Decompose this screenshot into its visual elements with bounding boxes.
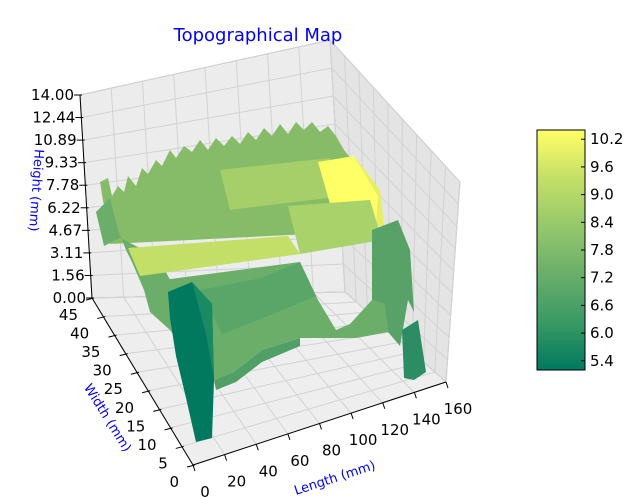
colorbar-tick-label: 7.8 (590, 241, 614, 259)
z-tick-label: 0.00 (53, 289, 86, 307)
x-tick-mark (413, 392, 417, 399)
y-axis-line (91, 297, 194, 466)
y-tick-label: 35 (81, 343, 100, 361)
z-tick-label: 6.22 (47, 199, 80, 217)
grid-line-y (181, 166, 447, 447)
surface-rear-block (220, 158, 344, 210)
y-tick-mark (141, 390, 151, 394)
colorbar-tick-label: 9.6 (590, 158, 614, 176)
colorbar-gradient (536, 129, 586, 371)
x-tick-label: 80 (322, 442, 341, 460)
y-tick-mark (130, 371, 140, 375)
surface-front-mid (200, 262, 316, 334)
z-tick-label: 3.11 (50, 244, 83, 262)
y-tick-mark (119, 353, 128, 357)
y-tick-label: 20 (115, 399, 134, 417)
y-tick-mark (108, 334, 117, 338)
surface-right-wall (372, 220, 414, 346)
x-tick-mark (192, 464, 196, 472)
z-tick-label: 9.33 (45, 154, 78, 172)
colorbar-ticks: 5.4 6.0 6.6 7.2 7.8 8.4 9.0 9.6 10.2 (581, 130, 623, 370)
surface-front-left-column (168, 282, 214, 442)
surface (96, 122, 426, 442)
surface-middle-right (288, 200, 382, 254)
y-tick-label: 0 (169, 473, 179, 491)
colorbar-tick-label: 8.4 (590, 213, 614, 231)
y-tick-label: 25 (104, 380, 123, 398)
colorbar-tick-label: 7.2 (590, 269, 614, 287)
x-tick-label: 0 (200, 483, 210, 500)
z-tick-label: 14.00 (31, 86, 74, 104)
z-axis-line (79, 94, 93, 299)
z-tick-label: 1.56 (51, 266, 84, 284)
colorbar-tick-label: 10.2 (590, 130, 623, 148)
x-tick-label: 160 (444, 400, 473, 418)
y-tick-label: 45 (59, 306, 78, 324)
surface-front-left-edge (192, 282, 214, 378)
y-tick-label: 30 (93, 362, 112, 380)
surface-right-spike (402, 320, 426, 380)
colorbar-tick-label: 6.6 (590, 296, 614, 314)
x-tick-label: 40 (259, 462, 278, 480)
colorbar-tick-label: 6.0 (590, 324, 614, 342)
y-tick-mark (85, 297, 95, 301)
surface-front-face (214, 338, 300, 390)
y-tick-label: 40 (70, 325, 89, 343)
y-tick-mark (153, 408, 162, 412)
surface-middle-plateau (128, 236, 300, 276)
x-tick-mark (255, 444, 259, 451)
y-tick-mark (175, 445, 184, 449)
x-tick-mark (287, 433, 291, 441)
z-tick-label: 4.67 (49, 221, 82, 239)
x-tick-mark (445, 381, 449, 389)
x-tick-mark (350, 412, 354, 420)
x-tick-label: 60 (290, 452, 309, 470)
tick-marks (74, 94, 449, 472)
x-tick-label: 140 (412, 410, 441, 428)
colorbar: 5.4 6.0 6.6 7.2 7.8 8.4 9.0 9.6 10.2 (536, 129, 623, 371)
x-tick-label: 120 (380, 421, 409, 439)
y-tick-label: 15 (126, 417, 145, 435)
z-tick-label: 7.78 (46, 176, 79, 194)
y-tick-mark (164, 427, 173, 431)
chart-title: Topographical Map (173, 25, 343, 46)
y-tick-label: 5 (158, 454, 168, 472)
z-axis-label: Height (mm) (25, 149, 46, 232)
x-tick-label: 20 (227, 473, 246, 491)
surface-peak-side (354, 156, 384, 226)
x-tick-mark (224, 454, 228, 461)
z-tick-label: 12.44 (32, 109, 75, 127)
x-tick-mark (382, 402, 386, 409)
z-tick-label: 10.89 (34, 131, 77, 149)
y-tick-mark (186, 464, 196, 468)
tick-labels: 0.00 1.56 3.11 4.67 6.22 7.78 9.33 10.89 12.44 14… (31, 86, 472, 500)
y-tick-mark (97, 316, 106, 320)
x-tick-label: 100 (349, 431, 378, 449)
colorbar-tick-label: 5.4 (590, 352, 614, 370)
x-tick-mark (319, 423, 322, 430)
y-tick-label: 10 (137, 436, 156, 454)
colorbar-tick-label: 9.0 (590, 186, 614, 204)
